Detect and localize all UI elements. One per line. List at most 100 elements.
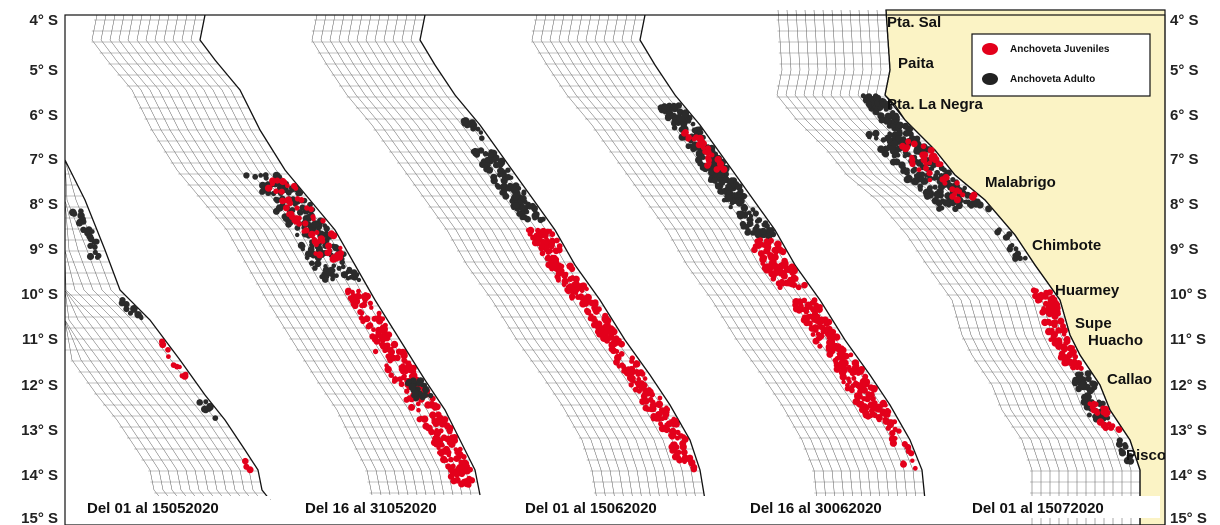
- juveniles-point: [1072, 354, 1079, 360]
- juveniles-point: [380, 325, 389, 333]
- adulto-point: [212, 415, 219, 421]
- juveniles-point: [783, 259, 788, 265]
- adulto-point: [201, 405, 209, 413]
- juveniles-point: [690, 463, 698, 471]
- adulto-point: [764, 223, 770, 229]
- adulto-point: [962, 185, 967, 191]
- juveniles-point: [706, 160, 712, 167]
- juveniles-point: [612, 348, 618, 354]
- juveniles-point: [1060, 323, 1066, 330]
- juveniles-point: [547, 256, 555, 263]
- distance-band: [531, 14, 818, 501]
- grid-lines: [64, 9, 1140, 525]
- juveniles-point: [1066, 351, 1074, 359]
- juveniles-point: [892, 419, 898, 425]
- juveniles-point: [912, 465, 918, 471]
- adulto-point: [675, 102, 682, 109]
- adulto-point: [1122, 442, 1128, 448]
- juveniles-point: [1063, 335, 1071, 343]
- juveniles-point: [867, 384, 875, 391]
- juveniles-point: [170, 362, 177, 368]
- juveniles-point: [179, 373, 185, 379]
- place-pisco: Pisco: [1126, 447, 1166, 464]
- juveniles-point: [813, 315, 820, 322]
- adulto-point: [1081, 393, 1088, 401]
- adulto-point: [322, 223, 328, 229]
- adulto-point: [926, 185, 933, 192]
- adulto-point: [484, 157, 490, 163]
- juveniles-point: [713, 166, 721, 173]
- juveniles-point: [682, 129, 689, 136]
- juveniles-point: [561, 271, 569, 279]
- adulto-point: [863, 97, 869, 103]
- juveniles-point: [680, 449, 688, 456]
- lat-label: 13° S: [21, 422, 58, 439]
- adulto-point: [898, 161, 906, 169]
- distance-band: [594, 14, 881, 501]
- adulto-point: [1086, 387, 1094, 395]
- juveniles-point: [570, 275, 575, 280]
- juveniles-point: [801, 281, 808, 289]
- juveniles-point: [308, 206, 314, 213]
- juveniles-point: [356, 288, 361, 294]
- juveniles-point: [826, 350, 834, 358]
- juveniles-point: [269, 177, 277, 185]
- adulto-point: [756, 228, 763, 235]
- juveniles-point: [939, 176, 946, 183]
- juveniles-point: [1048, 297, 1055, 304]
- juveniles-point: [880, 399, 887, 407]
- juveniles-point: [357, 309, 364, 315]
- juveniles-point: [384, 363, 389, 368]
- adulto-point: [87, 235, 95, 243]
- legend-label-juveniles: Anchoveta Juveniles: [1010, 44, 1110, 55]
- juveniles-point: [1060, 350, 1066, 356]
- juveniles-point: [468, 477, 476, 484]
- adulto-point: [473, 151, 481, 158]
- adulto-point: [964, 193, 971, 199]
- distance-band: [839, 9, 1096, 525]
- juveniles-point: [360, 294, 365, 300]
- distance-band: [329, 14, 616, 501]
- adulto-point: [92, 249, 98, 255]
- juveniles-point: [584, 308, 592, 316]
- juveniles-point: [900, 460, 906, 466]
- juveniles-point: [926, 170, 933, 177]
- adulto-point: [739, 220, 747, 228]
- juveniles-point: [355, 298, 361, 304]
- anchoveta-points: [69, 93, 1135, 488]
- adulto-point: [258, 173, 264, 178]
- adulto-point: [1118, 449, 1127, 457]
- adulto-point: [323, 264, 328, 269]
- juveniles-point: [923, 165, 929, 172]
- juveniles-point: [376, 310, 382, 316]
- juveniles-point: [404, 388, 410, 394]
- juveniles-point: [634, 380, 640, 386]
- adulto-point: [461, 119, 469, 127]
- adulto-point: [310, 220, 319, 229]
- juveniles-point: [854, 363, 860, 369]
- juveniles-point: [574, 283, 581, 290]
- distance-band: [64, 160, 235, 501]
- juveniles-point: [645, 406, 651, 412]
- adulto-point: [676, 115, 685, 123]
- juveniles-point: [371, 315, 378, 322]
- juveniles-point: [764, 245, 772, 252]
- panel-label-5: Del 01 al 15072020: [972, 500, 1104, 517]
- juveniles-point: [851, 375, 857, 381]
- distance-band: [540, 14, 827, 501]
- coastline-panel-4: [639, 14, 926, 501]
- panel-labels: Del 01 al 15052020 Del 16 al 31052020 De…: [70, 496, 1160, 518]
- adulto-point: [314, 260, 322, 268]
- juveniles-point: [431, 417, 437, 423]
- legend-label-adulto: Anchoveta Adulto: [1010, 74, 1095, 85]
- adulto-point: [1086, 412, 1092, 418]
- juveniles-point: [461, 478, 467, 484]
- adulto-point: [882, 150, 890, 158]
- juveniles-point: [908, 450, 915, 457]
- adulto-point: [754, 218, 760, 224]
- juveniles-point: [847, 367, 854, 374]
- juveniles-point: [363, 315, 371, 323]
- place-supe: Supe: [1075, 315, 1112, 332]
- juveniles-point: [855, 370, 861, 376]
- juveniles-point: [371, 327, 376, 333]
